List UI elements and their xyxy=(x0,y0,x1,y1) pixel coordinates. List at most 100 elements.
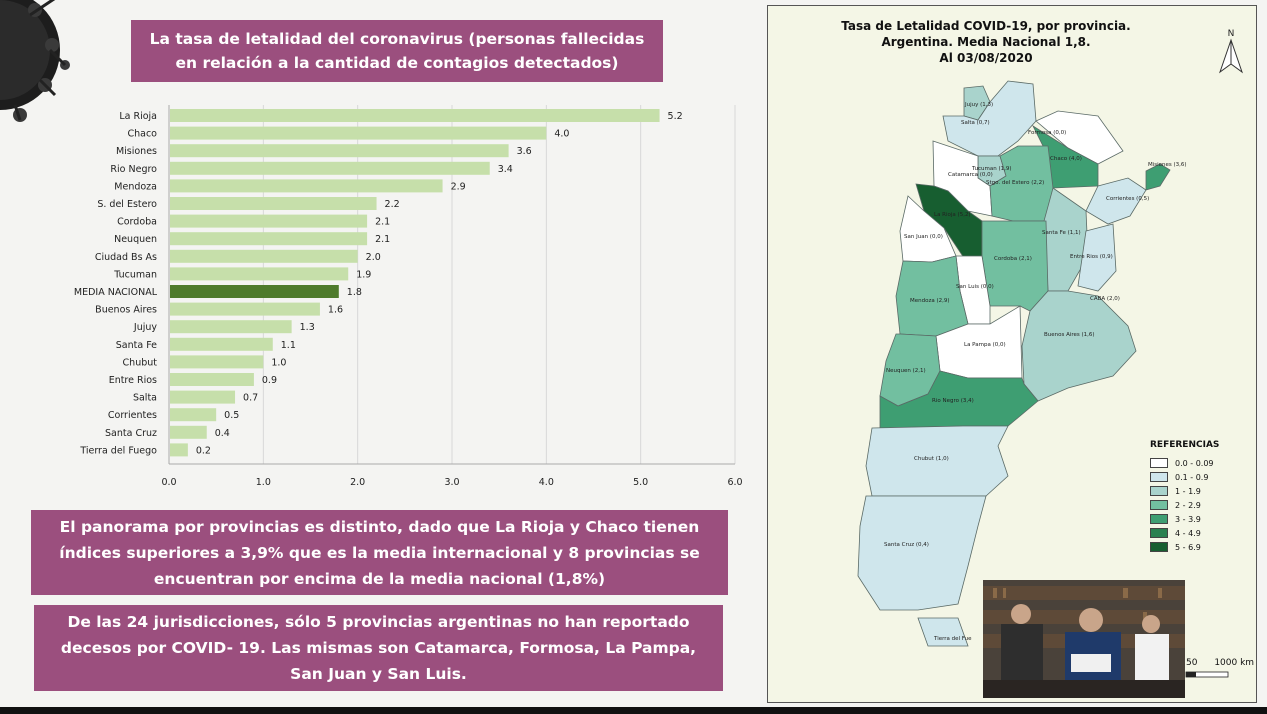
bar xyxy=(170,390,236,404)
bar xyxy=(170,302,320,316)
bar xyxy=(170,232,368,246)
category-label: Santa Fe xyxy=(116,340,157,351)
province-label: Salta (0,7) xyxy=(961,120,990,126)
value-label: 2.0 xyxy=(366,252,381,263)
x-tick-label: 1.0 xyxy=(256,477,271,488)
value-label: 0.9 xyxy=(262,375,277,386)
category-label: Santa Cruz xyxy=(105,428,157,439)
value-label: 0.4 xyxy=(215,428,230,439)
value-label: 5.2 xyxy=(668,111,683,122)
province-entre-rios xyxy=(1077,223,1117,292)
province-buenos-aires xyxy=(1021,290,1137,402)
legend-label: 3 - 3.9 xyxy=(1175,514,1201,524)
province-label: Corrientes (0,5) xyxy=(1106,196,1149,202)
legend-label: 0.1 - 0.9 xyxy=(1175,472,1209,482)
province-label: CABA (2,0) xyxy=(1090,296,1120,302)
category-label: Tierra del Fuego xyxy=(79,445,157,456)
value-label: 2.2 xyxy=(385,199,400,210)
legend-item: 4 - 4.9 xyxy=(1150,526,1219,540)
value-label: 0.7 xyxy=(243,393,258,404)
bar xyxy=(170,179,443,193)
x-tick-label: 0.0 xyxy=(161,477,176,488)
bar xyxy=(170,408,217,422)
bar xyxy=(170,197,377,210)
bar xyxy=(170,425,207,439)
category-label: Cordoba xyxy=(117,217,157,228)
category-label: Neuquen xyxy=(114,234,157,245)
jurisdictions-banner: De las 24 jurisdicciones, sólo 5 provinc… xyxy=(34,605,723,691)
province-tierra-del-fuego xyxy=(917,617,969,647)
province-label: La Pampa (0,0) xyxy=(964,342,1006,348)
legend-label: 4 - 4.9 xyxy=(1175,528,1201,538)
legend-item: 1 - 1.9 xyxy=(1150,484,1219,498)
x-tick-label: 4.0 xyxy=(539,477,554,488)
province-label: Tierra del Fue xyxy=(933,636,972,642)
province-misiones xyxy=(1145,163,1171,191)
bottom-bar xyxy=(0,707,1267,714)
scale-labels: 50 1000 km xyxy=(1186,658,1254,668)
bar xyxy=(170,285,339,298)
map-title-line-1: Tasa de Letalidad COVID-19, por provinci… xyxy=(841,19,1131,33)
province-cordoba xyxy=(981,220,1049,312)
category-label: Jujuy xyxy=(133,322,157,333)
legend-label: 2 - 2.9 xyxy=(1175,500,1201,510)
province-salta xyxy=(942,80,1037,157)
province-label: La Rioja (5,2) xyxy=(934,212,971,218)
value-label: 1.3 xyxy=(300,322,315,333)
province-label: Santa Fe (1,1) xyxy=(1042,230,1081,236)
province-label: San Luis (0,0) xyxy=(956,284,994,290)
province-label: Santa Cruz (0,4) xyxy=(884,542,929,548)
category-label: Misiones xyxy=(116,146,157,157)
legend-swatch xyxy=(1150,514,1168,524)
category-label: MEDIA NACIONAL xyxy=(74,287,158,298)
value-label: 0.2 xyxy=(196,445,211,456)
bar xyxy=(170,161,490,175)
value-label: 1.9 xyxy=(356,269,371,280)
north-arrow-icon: N xyxy=(1219,29,1243,74)
bar xyxy=(170,373,254,386)
legend-swatch xyxy=(1150,472,1168,482)
bar xyxy=(170,267,349,281)
province-chubut xyxy=(865,425,1009,497)
map-title-line-3: Al 03/08/2020 xyxy=(939,51,1033,65)
legend-item: 0.1 - 0.9 xyxy=(1150,470,1219,484)
province-label: Chubut (1,0) xyxy=(914,456,949,462)
bar xyxy=(170,214,368,228)
panorama-banner: El panorama por provincias es distinto, … xyxy=(31,510,728,595)
category-label: Rio Negro xyxy=(110,164,157,175)
map-title: Tasa de Letalidad COVID-19, por provinci… xyxy=(836,18,1136,66)
value-label: 1.6 xyxy=(328,305,343,316)
bar xyxy=(170,337,273,351)
category-label: Ciudad Bs As xyxy=(95,252,157,263)
category-label: Mendoza xyxy=(114,181,157,192)
value-label: 0.5 xyxy=(224,410,239,421)
province-label: Cordoba (2,1) xyxy=(994,256,1032,262)
video-frame xyxy=(983,580,1185,698)
category-label: Salta xyxy=(133,393,157,404)
category-label: S. del Estero xyxy=(97,199,157,210)
value-label: 2.1 xyxy=(375,217,390,228)
province-santa-cruz xyxy=(857,495,987,611)
legend-item: 2 - 2.9 xyxy=(1150,498,1219,512)
bar xyxy=(170,443,188,457)
province-label: Entre Rios (0,9) xyxy=(1070,254,1113,260)
bar xyxy=(170,249,358,263)
bar xyxy=(170,320,292,334)
webcam-video xyxy=(983,580,1185,698)
title-banner: La tasa de letalidad del coronavirus (pe… xyxy=(131,20,663,82)
legend-label: 5 - 6.9 xyxy=(1175,542,1201,552)
scale-label-start: 50 xyxy=(1186,658,1198,668)
bar xyxy=(170,355,264,369)
legend-item: 3 - 3.9 xyxy=(1150,512,1219,526)
province-label: Jujuy (1,3) xyxy=(964,102,993,108)
category-label: Chaco xyxy=(127,129,157,140)
north-label: N xyxy=(1228,29,1235,39)
legend-swatch xyxy=(1150,528,1168,538)
category-label: Entre Rios xyxy=(109,375,157,386)
category-label: Corrientes xyxy=(108,410,157,421)
argentina-map: Jujuy (1,3) Salta (0,7) Formosa (0,0) Tucum… xyxy=(857,80,1229,678)
x-tick-label: 2.0 xyxy=(350,477,365,488)
province-mendoza xyxy=(895,255,969,337)
legend-label: 0.0 - 0.09 xyxy=(1175,458,1214,468)
x-tick-label: 5.0 xyxy=(633,477,648,488)
